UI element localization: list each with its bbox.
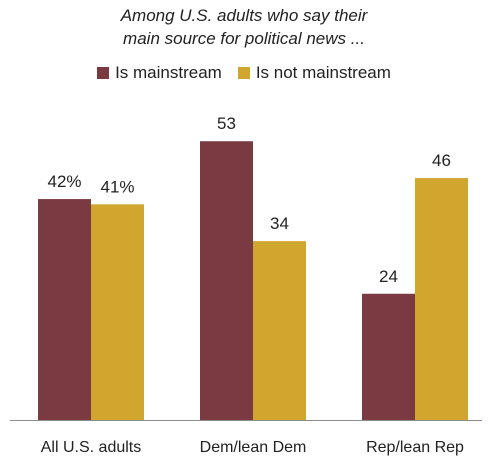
bar-all-us-adults-not-mainstream <box>91 204 144 420</box>
category-label-dem-lean-dem: Dem/lean Dem <box>200 439 307 456</box>
bar-rep-lean-rep-mainstream <box>362 293 415 420</box>
chart-legend: Is mainstream Is not mainstream <box>0 63 488 83</box>
category-label-all-us-adults: All U.S. adults <box>41 439 141 456</box>
value-label-rep-lean-rep-mainstream: 24 <box>379 267 398 286</box>
bar-rep-lean-rep-not-mainstream <box>415 178 468 420</box>
value-label-all-us-adults-mainstream: 42% <box>47 172 81 191</box>
legend-swatch-not-mainstream <box>237 67 250 79</box>
value-label-dem-lean-dem-not-mainstream: 34 <box>270 214 289 233</box>
value-label-rep-lean-rep-not-mainstream: 46 <box>432 151 451 170</box>
value-label-all-us-adults-not-mainstream: 41% <box>100 177 134 196</box>
bar-dem-lean-dem-mainstream <box>200 141 253 420</box>
bar-all-us-adults-mainstream <box>38 199 91 420</box>
legend-swatch-mainstream <box>97 67 110 79</box>
subtitle-line-2: main source for political news ... <box>123 29 365 48</box>
subtitle-line-1: Among U.S. adults who say their <box>120 6 368 25</box>
legend-item-not-mainstream: Is not mainstream <box>237 63 391 83</box>
bar-dem-lean-dem-not-mainstream <box>253 241 306 420</box>
legend-label-mainstream: Is mainstream <box>115 63 222 82</box>
legend-item-mainstream: Is mainstream <box>97 63 222 83</box>
legend-label-not-mainstream: Is not mainstream <box>255 63 391 82</box>
chart-subtitle: Among U.S. adults who say their main sou… <box>0 4 488 50</box>
value-label-dem-lean-dem-mainstream: 53 <box>217 114 236 133</box>
category-label-rep-lean-rep: Rep/lean Rep <box>366 439 464 456</box>
